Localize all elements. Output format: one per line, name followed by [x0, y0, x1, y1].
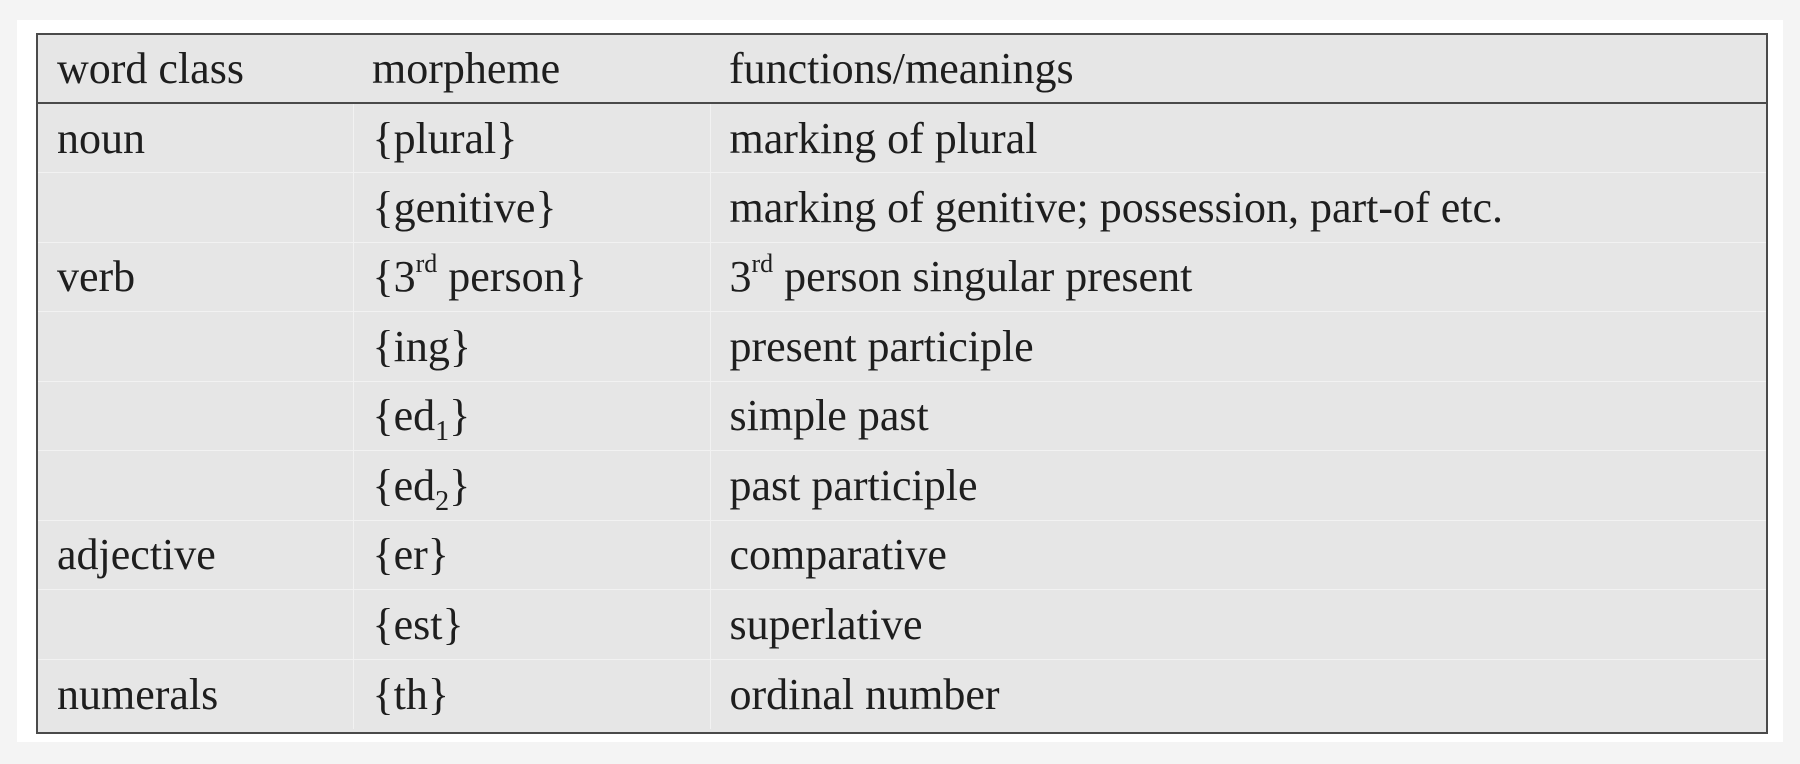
morpheme-pre: {genitive} [372, 182, 557, 232]
morpheme-pre: {th} [372, 669, 449, 719]
cell-morpheme: {ed1} [352, 380, 710, 451]
table-row: {ing} present participle [38, 311, 1766, 381]
header-word-class: word class [38, 35, 353, 104]
function-pre: marking of genitive; possession, part-of… [729, 182, 1503, 232]
cell-morpheme: {ed2} [352, 450, 710, 520]
function-post: person singular present [773, 252, 1193, 302]
cell-function: present participle [709, 311, 1766, 381]
header-morpheme: morpheme [353, 35, 710, 104]
morpheme-post: person} [437, 252, 587, 302]
cell-morpheme: {plural} [352, 103, 710, 173]
header-functions-meanings: functions/meanings [710, 35, 1766, 104]
cell-word-class: noun [57, 113, 145, 163]
table-header-row: word class morpheme functions/meanings [38, 35, 1766, 104]
cell-morpheme: {th} [352, 658, 710, 729]
cell-function: superlative [709, 589, 1766, 659]
morpheme-post: } [449, 460, 471, 510]
cell-word-class [38, 311, 353, 381]
function-pre: 3 [729, 252, 752, 302]
cell-function: simple past [709, 380, 1766, 451]
cell-word-class: verb [38, 241, 353, 312]
morpheme-pre: {est} [372, 599, 464, 649]
cell-function: comparative [709, 519, 1766, 590]
cell-function: marking of plural [709, 103, 1766, 173]
function-pre: comparative [729, 530, 947, 580]
cell-word-class [38, 172, 353, 242]
cell-function: 3rd person singular present [709, 241, 1766, 312]
table-row: noun {plural} marking of plural [38, 103, 1766, 173]
table-row: numerals {th} ordinal number [38, 658, 1766, 729]
morpheme-pre: {ed [372, 460, 436, 510]
morpheme-pre: {3 [372, 252, 416, 302]
morpheme-pre: {ing} [372, 321, 471, 371]
table-row: verb {3rd person} 3rd person singular pres… [38, 241, 1766, 312]
cell-word-class [38, 589, 353, 659]
table-row: {ed1} simple past [38, 380, 1766, 451]
morpheme-pre: {ed [372, 391, 436, 441]
morpheme-sup: rd [415, 248, 438, 278]
cell-word-class: adjective [38, 519, 353, 590]
morpheme-post: } [449, 391, 471, 441]
cell-function: ordinal number [709, 658, 1766, 729]
cell-morpheme: {3rd person} [352, 241, 710, 312]
cell-morpheme: {est} [352, 589, 710, 659]
function-pre: simple past [729, 391, 929, 441]
cell-word-class [38, 450, 353, 520]
morpheme-sub: 2 [435, 485, 450, 517]
cell-word-class [38, 380, 353, 451]
table-grid: word class morpheme functions/meanings n… [38, 35, 1766, 729]
table-row: adjective {er} comparative [38, 519, 1766, 590]
cell-morpheme: {ing} [352, 311, 710, 381]
function-pre: past participle [729, 460, 978, 510]
table-row: {ed2} past participle [38, 450, 1766, 520]
cell-word-class: numerals [38, 658, 353, 729]
function-pre: marking of plural [729, 113, 1038, 163]
table-row: {est} superlative [38, 589, 1766, 659]
cell-function: marking of genitive; possession, part-of… [709, 172, 1766, 242]
cell-morpheme: {er} [352, 519, 710, 590]
function-pre: present participle [729, 321, 1034, 371]
cell-function: past participle [709, 450, 1766, 520]
cell-morpheme: {genitive} [352, 172, 710, 242]
morpheme-pre: {plural} [372, 113, 518, 163]
function-sup: rd [751, 248, 774, 278]
function-pre: ordinal number [729, 669, 1000, 719]
function-pre: superlative [729, 599, 923, 649]
morpheme-table: word class morpheme functions/meanings n… [36, 33, 1768, 734]
table-row: {genitive} marking of genitive; possessio… [38, 172, 1766, 242]
morpheme-pre: {er} [372, 530, 449, 580]
morpheme-sub: 1 [435, 416, 450, 448]
